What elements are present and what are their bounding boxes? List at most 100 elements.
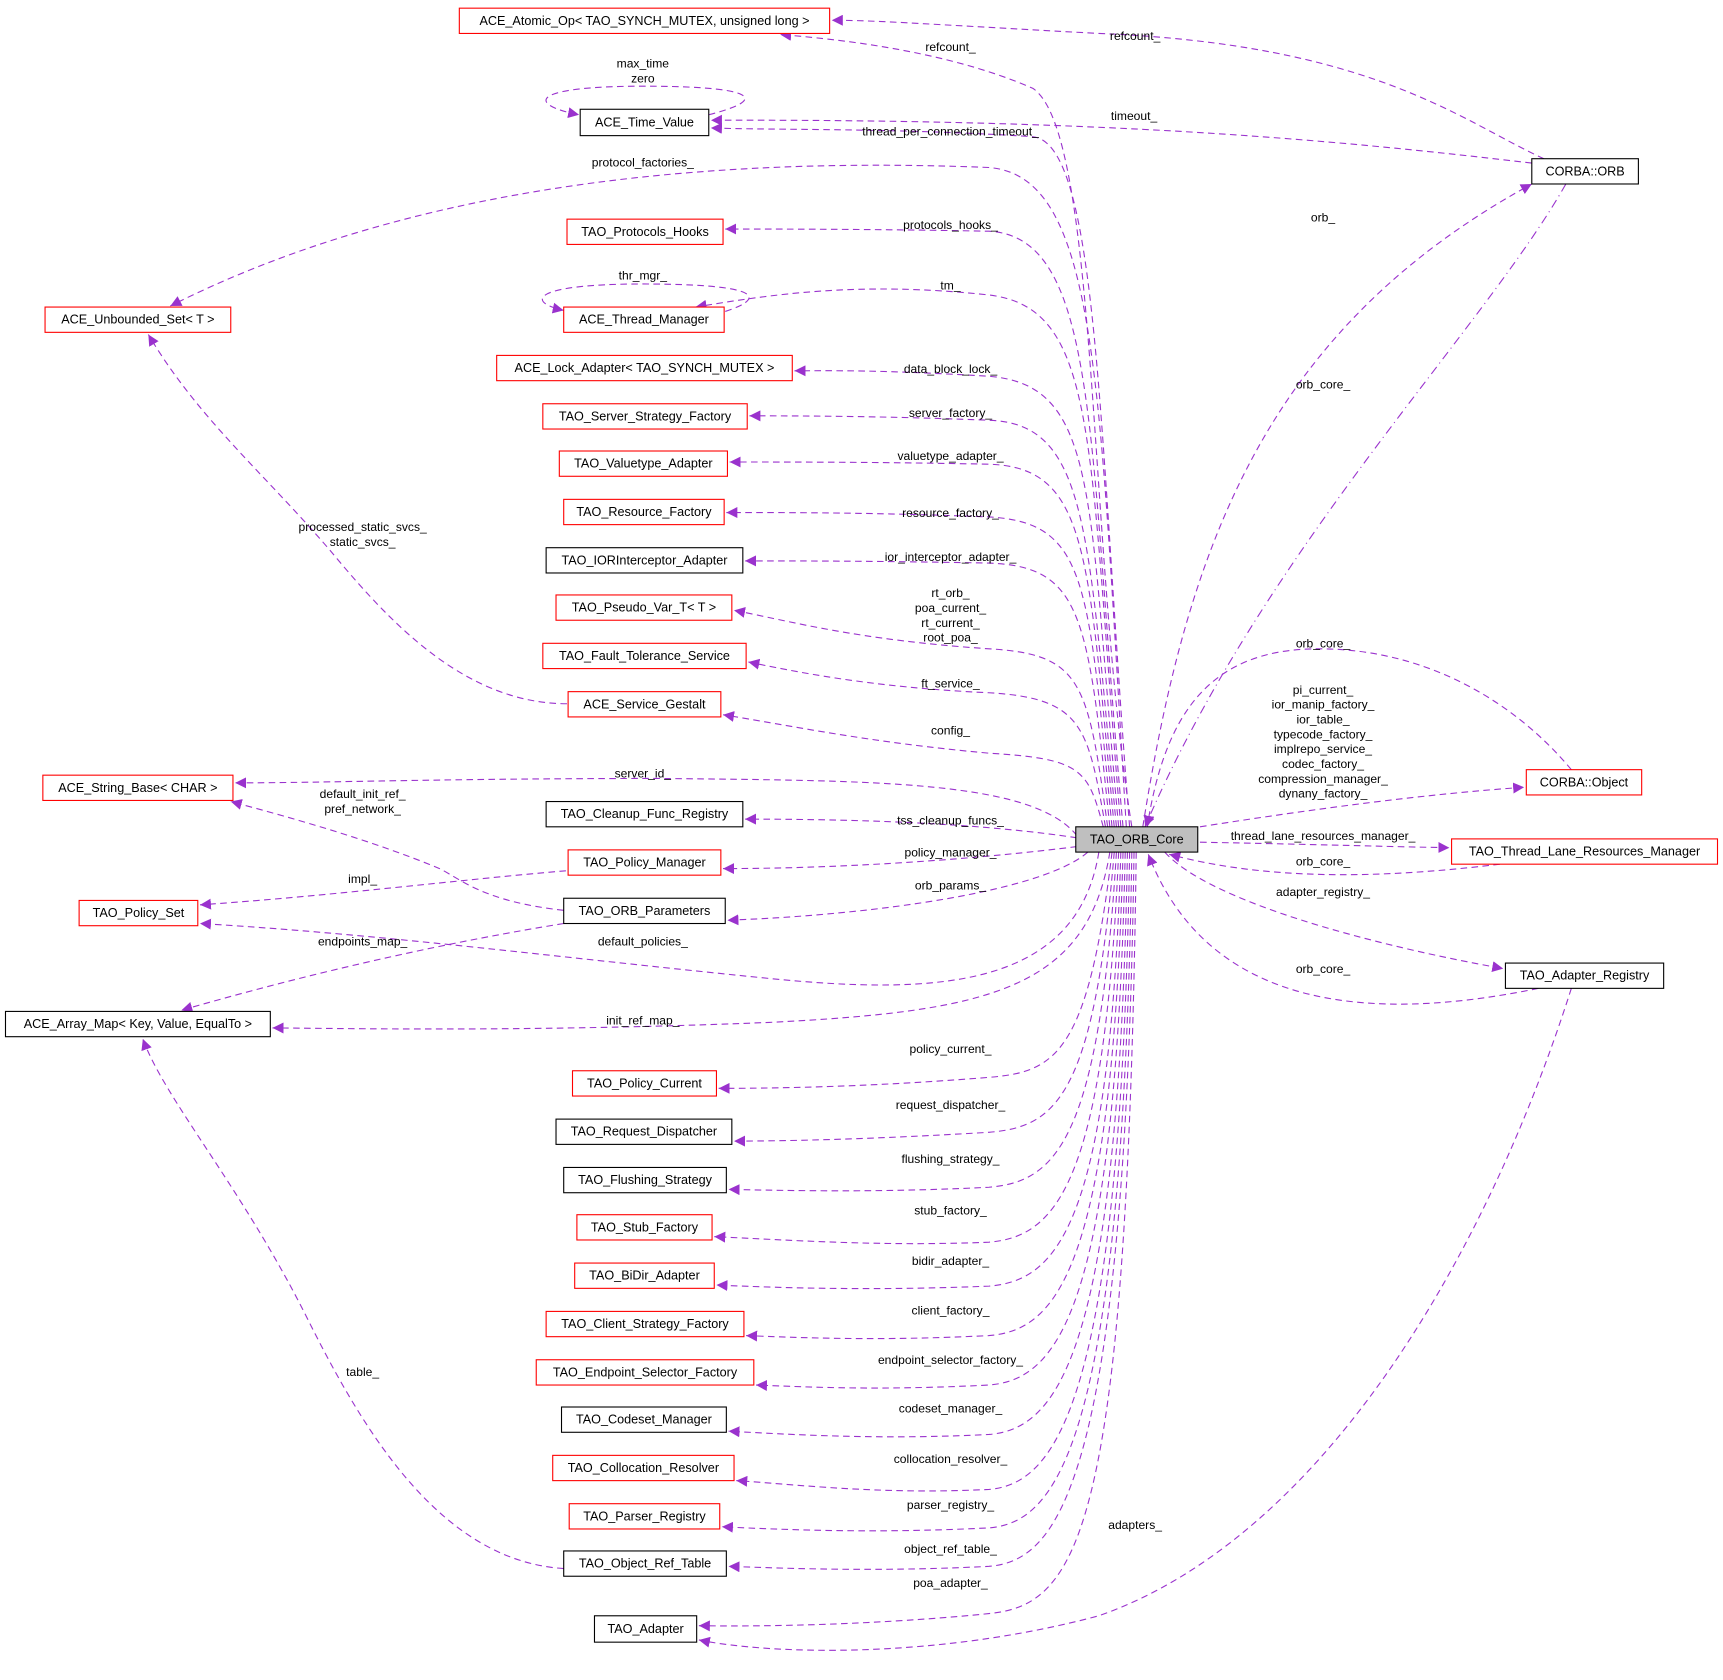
- node-tao-request-dispatcher[interactable]: TAO_Request_Dispatcher: [555, 1118, 733, 1145]
- node-box[interactable]: [458, 7, 831, 34]
- node-box[interactable]: [593, 1615, 698, 1643]
- edge-tao-orb-core-to-tao-cleanup-func-registry: [745, 813, 1077, 839]
- node-box[interactable]: [563, 1550, 727, 1577]
- node-box[interactable]: [4, 1010, 271, 1038]
- edge-label: policy_current_: [910, 1042, 992, 1056]
- node-tao-policy-manager[interactable]: TAO_Policy_Manager: [567, 849, 722, 876]
- edge-corba-orb-to-tao-orb-core: [1144, 183, 1567, 828]
- node-box[interactable]: [1451, 838, 1719, 865]
- node-tao-cleanup-func-registry[interactable]: TAO_Cleanup_Func_Registry: [545, 800, 744, 828]
- node-box[interactable]: [558, 450, 728, 477]
- node-box[interactable]: [496, 354, 793, 382]
- node-ace-service-gestalt[interactable]: ACE_Service_Gestalt: [567, 691, 722, 718]
- node-label: ACE_Atomic_Op< TAO_SYNCH_MUTEX, unsigned…: [479, 14, 809, 28]
- edge-tao-orb-parameters-to-ace-string-base-char: [230, 799, 564, 911]
- node-tao-orb-core[interactable]: TAO_ORB_Core: [1075, 826, 1199, 853]
- node-box[interactable]: [563, 897, 726, 925]
- node-corba-orb[interactable]: CORBA::ORB: [1531, 158, 1639, 185]
- node-box[interactable]: [78, 899, 199, 927]
- node-box[interactable]: [563, 306, 725, 333]
- node-box[interactable]: [567, 691, 722, 718]
- node-tao-object-ref-table[interactable]: TAO_Object_Ref_Table: [563, 1550, 727, 1577]
- node-box[interactable]: [560, 1406, 727, 1433]
- edge-label: object_ref_table_: [904, 1542, 997, 1556]
- node-box[interactable]: [563, 498, 725, 526]
- node-box[interactable]: [42, 774, 234, 801]
- edge-label: orb_params_: [915, 878, 986, 892]
- node-tao-pseudo-var-t-t[interactable]: TAO_Pseudo_Var_T< T >: [555, 594, 733, 621]
- node-box[interactable]: [545, 1310, 745, 1338]
- node-corba-object[interactable]: CORBA::Object: [1525, 769, 1643, 796]
- edge-tao-orb-core-to-tao-codeset-manager: [728, 852, 1128, 1438]
- edge-corba-orb-to-ace-atomic-op-tao-synch-mutex-unsigned-long: [831, 14, 1545, 160]
- edge-label: thr_mgr_: [619, 269, 668, 283]
- node-ace-thread-manager[interactable]: ACE_Thread_Manager: [563, 306, 725, 333]
- node-label: TAO_IORInterceptor_Adapter: [561, 553, 727, 567]
- node-box[interactable]: [576, 1214, 713, 1241]
- node-box[interactable]: [542, 403, 748, 430]
- node-tao-stub-factory[interactable]: TAO_Stub_Factory: [576, 1214, 713, 1241]
- node-box[interactable]: [545, 800, 744, 828]
- node-tao-policy-current[interactable]: TAO_Policy_Current: [571, 1070, 718, 1097]
- node-tao-fault-tolerance-service[interactable]: TAO_Fault_Tolerance_Service: [542, 642, 747, 670]
- edge-label: refcount_: [1110, 29, 1161, 43]
- edge-label: max_time: [617, 57, 670, 71]
- edge-tao-orb-core-to-tao-server-strategy-factory: [749, 410, 1117, 827]
- node-tao-orb-parameters[interactable]: TAO_ORB_Parameters: [563, 897, 726, 925]
- edge-tao-adapter-registry-to-tao-orb-core: [1147, 854, 1539, 1005]
- node-box[interactable]: [571, 1070, 718, 1097]
- node-box[interactable]: [1531, 158, 1639, 185]
- edge-label: orb_core_: [1296, 377, 1351, 391]
- node-box[interactable]: [568, 1503, 721, 1530]
- node-tao-adapter-registry[interactable]: TAO_Adapter_Registry: [1504, 962, 1665, 989]
- node-tao-policy-set[interactable]: TAO_Policy_Set: [78, 899, 199, 927]
- node-tao-client-strategy-factory[interactable]: TAO_Client_Strategy_Factory: [545, 1310, 745, 1338]
- node-tao-adapter[interactable]: TAO_Adapter: [593, 1615, 698, 1643]
- node-box[interactable]: [44, 306, 232, 333]
- node-box[interactable]: [567, 849, 722, 876]
- edge-label: processed_static_svcs_: [299, 520, 428, 534]
- edge-ace-time-value-to-ace-time-value: [545, 85, 746, 119]
- node-ace-lock-adapter-tao-synch-mutex[interactable]: ACE_Lock_Adapter< TAO_SYNCH_MUTEX >: [496, 354, 793, 382]
- node-box[interactable]: [574, 1262, 715, 1289]
- node-box[interactable]: [1504, 962, 1665, 989]
- node-tao-flushing-strategy[interactable]: TAO_Flushing_Strategy: [563, 1166, 727, 1194]
- edge-label: bidir_adapter_: [912, 1254, 990, 1268]
- node-tao-bidir-adapter[interactable]: TAO_BiDir_Adapter: [574, 1262, 715, 1289]
- node-ace-unbounded-set-t[interactable]: ACE_Unbounded_Set< T >: [44, 306, 232, 333]
- node-tao-parser-registry[interactable]: TAO_Parser_Registry: [568, 1503, 721, 1530]
- node-tao-server-strategy-factory[interactable]: TAO_Server_Strategy_Factory: [542, 403, 748, 430]
- edge-label: parser_registry_: [907, 1498, 995, 1512]
- node-box[interactable]: [563, 1166, 727, 1194]
- edge-label: poa_adapter_: [913, 1576, 988, 1590]
- node-ace-time-value[interactable]: ACE_Time_Value: [579, 108, 710, 137]
- edge-label: codeset_manager_: [899, 1402, 1003, 1416]
- node-label: TAO_ORB_Core: [1090, 832, 1184, 846]
- node-box[interactable]: [552, 1454, 735, 1482]
- node-ace-string-base-char[interactable]: ACE_String_Base< CHAR >: [42, 774, 234, 801]
- node-box[interactable]: [545, 547, 744, 574]
- node-tao-codeset-manager[interactable]: TAO_Codeset_Manager: [560, 1406, 727, 1433]
- node-tao-collocation-resolver[interactable]: TAO_Collocation_Resolver: [552, 1454, 735, 1482]
- node-ace-array-map-key-value-equalto[interactable]: ACE_Array_Map< Key, Value, EqualTo >: [4, 1010, 271, 1038]
- node-box[interactable]: [1075, 826, 1199, 853]
- node-tao-resource-factory[interactable]: TAO_Resource_Factory: [563, 498, 725, 526]
- node-box[interactable]: [579, 108, 710, 137]
- node-box[interactable]: [535, 1359, 755, 1386]
- node-tao-iorinterceptor-adapter[interactable]: TAO_IORInterceptor_Adapter: [545, 547, 744, 574]
- node-tao-valuetype-adapter[interactable]: TAO_Valuetype_Adapter: [558, 450, 728, 477]
- node-tao-protocols-hooks[interactable]: TAO_Protocols_Hooks: [566, 218, 724, 245]
- node-box[interactable]: [1525, 769, 1643, 796]
- node-box[interactable]: [542, 642, 747, 670]
- edge-tao-orb-core-to-tao-parser-registry: [721, 852, 1133, 1533]
- edge-tao-orb-core-to-tao-object-ref-table: [728, 852, 1135, 1573]
- node-tao-thread-lane-resources-manager[interactable]: TAO_Thread_Lane_Resources_Manager: [1451, 838, 1719, 865]
- node-label: TAO_Object_Ref_Table: [579, 1557, 711, 1571]
- node-ace-atomic-op-tao-synch-mutex-unsigned-long[interactable]: ACE_Atomic_Op< TAO_SYNCH_MUTEX, unsigned…: [458, 7, 831, 34]
- node-box[interactable]: [566, 218, 724, 245]
- node-box[interactable]: [555, 594, 733, 621]
- node-box[interactable]: [555, 1118, 733, 1145]
- edge-tao-policy-manager-to-tao-policy-set: [199, 870, 566, 910]
- edge-label: server_id_: [615, 766, 672, 780]
- node-tao-endpoint-selector-factory[interactable]: TAO_Endpoint_Selector_Factory: [535, 1359, 755, 1386]
